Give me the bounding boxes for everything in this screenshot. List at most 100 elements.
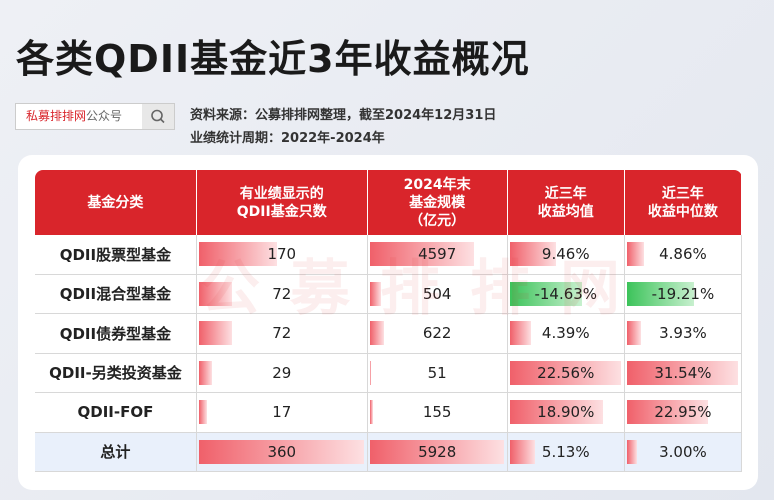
- cell-text: 31.54%: [654, 363, 712, 382]
- cell-text: 18.90%: [537, 403, 595, 422]
- data-cell: 72: [197, 314, 368, 353]
- cell-text: 4.39%: [541, 324, 590, 343]
- cell-text: 4.86%: [659, 245, 707, 264]
- search-box[interactable]: 私募排排网公众号: [15, 103, 175, 130]
- column-header: 基金分类: [35, 170, 197, 235]
- data-bar: [626, 400, 708, 424]
- data-bar: [369, 321, 384, 345]
- data-bar: [626, 439, 638, 464]
- data-cell: 504: [368, 274, 508, 313]
- table-row: QDII混合型基金 72 504 -14.63% -19.21%: [35, 274, 743, 314]
- data-bar: [509, 321, 532, 345]
- data-bar: [509, 439, 535, 464]
- data-bar: [626, 321, 641, 345]
- cell-text: 9.46%: [541, 245, 590, 264]
- cell-text: 4597: [418, 245, 457, 264]
- column-header: 近三年 收益中位数: [625, 170, 743, 235]
- data-cell: 4.86%: [625, 235, 743, 274]
- table-row: 总计 360 5928 5.13% 3.00%: [35, 432, 743, 472]
- search-button[interactable]: [142, 104, 174, 129]
- data-bar: [369, 439, 504, 464]
- data-bar: [198, 242, 277, 266]
- row-label: QDII股票型基金: [35, 235, 197, 274]
- cell-text: 29: [272, 363, 292, 382]
- data-cell: 4.39%: [508, 314, 625, 353]
- cell-text: 72: [272, 284, 292, 303]
- cell-text: 5.13%: [541, 442, 590, 461]
- search-brand: 私募排排网: [26, 109, 87, 123]
- table-row: QDII债券型基金 72 622 4.39% 3.93%: [35, 314, 743, 354]
- table-row: QDII-另类投资基金 29 51 22.56% 31.54%: [35, 353, 743, 393]
- data-bar: [509, 242, 557, 266]
- data-cell: 31.54%: [625, 353, 743, 392]
- data-cell: 51: [368, 353, 508, 392]
- cell-text: 22.95%: [654, 403, 712, 422]
- data-bar: [626, 242, 644, 266]
- data-cell: 5.13%: [508, 432, 625, 471]
- data-bar: [369, 360, 371, 385]
- data-cell: -19.21%: [625, 274, 743, 313]
- data-bar: [198, 321, 232, 345]
- data-cell: 9.46%: [508, 235, 625, 274]
- data-cell: 155: [368, 393, 508, 432]
- cell-text: -14.63%: [534, 284, 598, 303]
- column-header: 有业绩显示的 QDII基金只数: [197, 170, 368, 235]
- cell-text: 155: [422, 403, 452, 422]
- data-cell: 360: [197, 432, 368, 471]
- data-cell: 18.90%: [508, 393, 625, 432]
- data-cell: 22.56%: [508, 353, 625, 392]
- cell-text: 3.93%: [659, 324, 707, 343]
- data-cell: 5928: [368, 432, 508, 471]
- row-label: 总计: [35, 432, 197, 471]
- data-cell: 17: [197, 393, 368, 432]
- data-bar: [626, 281, 695, 306]
- data-bar: [198, 439, 364, 464]
- header-row: 基金分类 有业绩显示的 QDII基金只数 2024年末 基金规模 （亿元） 近三年 收…: [35, 170, 743, 235]
- cell-text: 51: [427, 363, 447, 382]
- data-cell: 29: [197, 353, 368, 392]
- watermark: 公募排排网: [200, 254, 650, 324]
- cell-text: 17: [272, 403, 292, 422]
- table-row: QDII股票型基金 170 4597 9.46% 4.86%: [35, 235, 743, 275]
- data-bar: [198, 360, 213, 385]
- data-bar: [198, 281, 232, 306]
- table: 基金分类 有业绩显示的 QDII基金只数 2024年末 基金规模 （亿元） 近三年 收…: [35, 170, 743, 472]
- data-bar: [369, 400, 374, 424]
- cell-text: 5928: [418, 442, 457, 461]
- data-bar: [509, 360, 621, 385]
- source: 资料来源：公募排排网整理，截至2024年12月31日: [190, 108, 497, 123]
- cell-text: 72: [272, 324, 292, 343]
- cell-text: 622: [422, 324, 452, 343]
- data-bar: [509, 400, 603, 424]
- cell-text: 3.00%: [659, 442, 707, 461]
- row-label: QDII-FOF: [35, 393, 197, 432]
- data-bar: [626, 360, 738, 385]
- column-header: 2024年末 基金规模 （亿元）: [368, 170, 508, 235]
- data-cell: 170: [197, 235, 368, 274]
- cell-text: -19.21%: [651, 284, 715, 303]
- data-cell: 622: [368, 314, 508, 353]
- data-bar: [198, 400, 207, 424]
- period: 业绩统计周期：2022年-2024年: [190, 131, 385, 146]
- table-row: QDII-FOF 17 155 18.90% 22.95%: [35, 393, 743, 433]
- row-label: QDII-另类投资基金: [35, 353, 197, 392]
- data-bar: [369, 242, 474, 266]
- cell-text: 504: [422, 284, 452, 303]
- column-header: 近三年 收益均值: [508, 170, 625, 235]
- data-bar: [509, 281, 582, 306]
- title: 各类QDII基金近3年收益概况: [16, 37, 530, 81]
- data-cell: 72: [197, 274, 368, 313]
- data-cell: 4597: [368, 235, 508, 274]
- cell-text: 22.56%: [537, 363, 595, 382]
- cell-text: 170: [267, 245, 297, 264]
- cell-text: 360: [267, 442, 297, 461]
- row-label: QDII混合型基金: [35, 274, 197, 313]
- data-bar: [369, 281, 382, 306]
- data-cell: -14.63%: [508, 274, 625, 313]
- row-label: QDII债券型基金: [35, 314, 197, 353]
- data-cell: 3.93%: [625, 314, 743, 353]
- data-cell: 22.95%: [625, 393, 743, 432]
- search-suffix: 公众号: [86, 109, 123, 123]
- data-cell: 3.00%: [625, 432, 743, 471]
